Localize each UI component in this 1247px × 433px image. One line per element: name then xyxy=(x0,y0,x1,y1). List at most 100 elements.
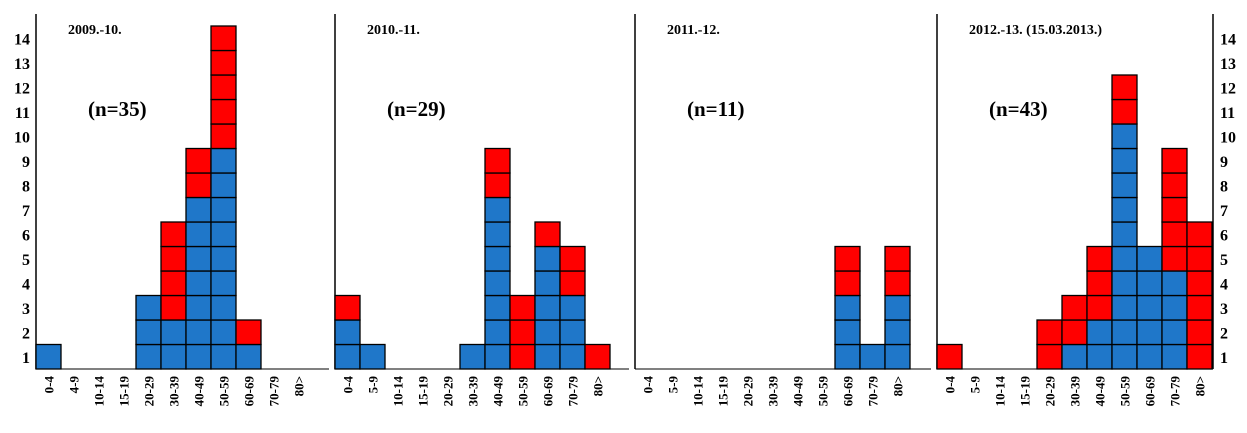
bar-cell-red xyxy=(1086,245,1113,272)
y-tick-label-right: 11 xyxy=(1220,105,1235,122)
panel-title: 2009.-10. xyxy=(68,23,122,38)
x-tick-label: 60-69 xyxy=(1143,376,1158,407)
x-tick-label: 40-49 xyxy=(192,376,207,407)
bar-cell-blue xyxy=(859,343,886,370)
y-tick-label-left: 6 xyxy=(22,227,30,244)
bar-cell-red xyxy=(210,25,237,52)
x-tick-label: 40-49 xyxy=(491,376,506,407)
x-tick-label: 30-39 xyxy=(766,376,781,407)
bar-cell-blue xyxy=(484,245,511,272)
bar-cell-red xyxy=(1161,245,1188,272)
bar-cell-blue xyxy=(1111,245,1138,272)
bar-cell-blue xyxy=(210,343,237,370)
chart-panel: 2012.-13. (15.03.2013.) (n=43) 0-4 5-9 10-14… xyxy=(936,14,1213,407)
x-tick-label: 50-59 xyxy=(217,376,232,407)
y-tick-label-right: 13 xyxy=(1220,56,1236,73)
bar-cell-red xyxy=(534,221,561,248)
bar-cell-blue xyxy=(210,196,237,223)
bar-cell-blue xyxy=(135,319,162,346)
bar-cell-blue xyxy=(559,343,586,370)
bar-cell-blue xyxy=(1161,294,1188,321)
bar-cell-blue xyxy=(1136,245,1163,272)
x-tick-label: 0-4 xyxy=(341,376,356,394)
bar-cell-red xyxy=(1111,98,1138,125)
bar-cell-blue xyxy=(1111,123,1138,150)
bar-cell-red xyxy=(509,294,536,321)
x-tick-label: 60-69 xyxy=(242,376,257,407)
x-tick-label: 20-29 xyxy=(142,376,157,407)
bar-cell-blue xyxy=(484,343,511,370)
panel-title: 2012.-13. (15.03.2013.) xyxy=(969,23,1102,38)
y-tick-label-left: 13 xyxy=(14,56,30,73)
bar-cell-blue xyxy=(1086,319,1113,346)
y-tick-label-left: 7 xyxy=(22,203,30,220)
x-tick-label: 10-14 xyxy=(92,376,107,407)
y-tick-label-right: 6 xyxy=(1220,227,1228,244)
bar-cell-red xyxy=(834,245,861,272)
chart-panel: 2011.-12. (n=11) 0-4 5-9 10-14 15-19 20-29 30-3… xyxy=(634,14,931,407)
bar-cell-blue xyxy=(1061,343,1088,370)
bar-cell-red xyxy=(210,74,237,101)
y-tick-label-left: 12 xyxy=(14,80,30,97)
bar-cell-red xyxy=(1161,196,1188,223)
bar-cell-blue xyxy=(1111,294,1138,321)
panel-count-annotation: (n=11) xyxy=(687,97,744,121)
bar-cell-red xyxy=(1186,245,1213,272)
x-tick-label: 40-49 xyxy=(791,376,806,407)
bar-cell-blue xyxy=(484,319,511,346)
bar-cell-blue xyxy=(185,319,212,346)
bar-cell-red xyxy=(484,172,511,199)
bar-cell-red xyxy=(1036,343,1063,370)
chart-panel: 2009.-10. (n=35) 0-4 4-9 10-14 15-19 20-29 30-3… xyxy=(35,14,329,407)
bar-cell-red xyxy=(834,270,861,297)
x-tick-label: 10-14 xyxy=(993,376,1008,407)
x-tick-label: 80> xyxy=(591,376,606,396)
x-tick-label: 20-29 xyxy=(1043,376,1058,407)
bar-cell-blue xyxy=(235,343,262,370)
y-tick-label-right: 2 xyxy=(1220,325,1228,342)
bar-cell-blue xyxy=(135,343,162,370)
bar-cell-red xyxy=(1161,172,1188,199)
bar-cell-red xyxy=(484,147,511,174)
bar-cell-blue xyxy=(185,270,212,297)
bar-cell-red xyxy=(1186,270,1213,297)
x-tick-label: 15-19 xyxy=(117,376,132,407)
bar-cell-blue xyxy=(210,245,237,272)
bar-cell-blue xyxy=(1136,294,1163,321)
x-tick-label: 20-29 xyxy=(441,376,456,407)
x-tick-label: 0-4 xyxy=(641,376,656,394)
y-tick-label-right: 5 xyxy=(1220,252,1228,269)
bar-cell-red xyxy=(1186,294,1213,321)
y-tick-label-right: 8 xyxy=(1220,178,1228,195)
bar-cell-blue xyxy=(160,319,187,346)
bar-cell-red xyxy=(559,245,586,272)
bar-cell-blue xyxy=(484,221,511,248)
y-tick-label-right: 14 xyxy=(1220,31,1236,48)
bar-cell-red xyxy=(1161,221,1188,248)
bar-cell-blue xyxy=(185,343,212,370)
x-tick-label: 20-29 xyxy=(741,376,756,407)
x-tick-label: 5-9 xyxy=(666,376,681,394)
bar-cell-red xyxy=(334,294,361,321)
y-tick-label-left: 4 xyxy=(22,276,30,293)
panel-title: 2011.-12. xyxy=(667,23,720,38)
y-tick-label-left: 14 xyxy=(14,31,30,48)
bar-cell-red xyxy=(160,245,187,272)
x-tick-label: 40-49 xyxy=(1093,376,1108,407)
x-tick-label: 15-19 xyxy=(416,376,431,407)
bar-cell-red xyxy=(509,343,536,370)
x-tick-label: 5-9 xyxy=(366,376,381,394)
bar-cell-blue xyxy=(210,172,237,199)
y-tick-label-right: 10 xyxy=(1220,129,1236,146)
y-tick-label-left: 10 xyxy=(14,129,30,146)
bar-cell-red xyxy=(936,343,963,370)
bar-cell-blue xyxy=(334,343,361,370)
bar-cell-red xyxy=(884,245,911,272)
bar-cell-blue xyxy=(884,294,911,321)
bar-cell-blue xyxy=(559,319,586,346)
chart-panel: 2010.-11. (n=29) 0-4 5-9 10-14 15-19 20-29 30-3… xyxy=(334,14,629,407)
bar-cell-blue xyxy=(534,343,561,370)
bar-cell-blue xyxy=(1111,172,1138,199)
y-tick-label-left: 8 xyxy=(22,178,30,195)
